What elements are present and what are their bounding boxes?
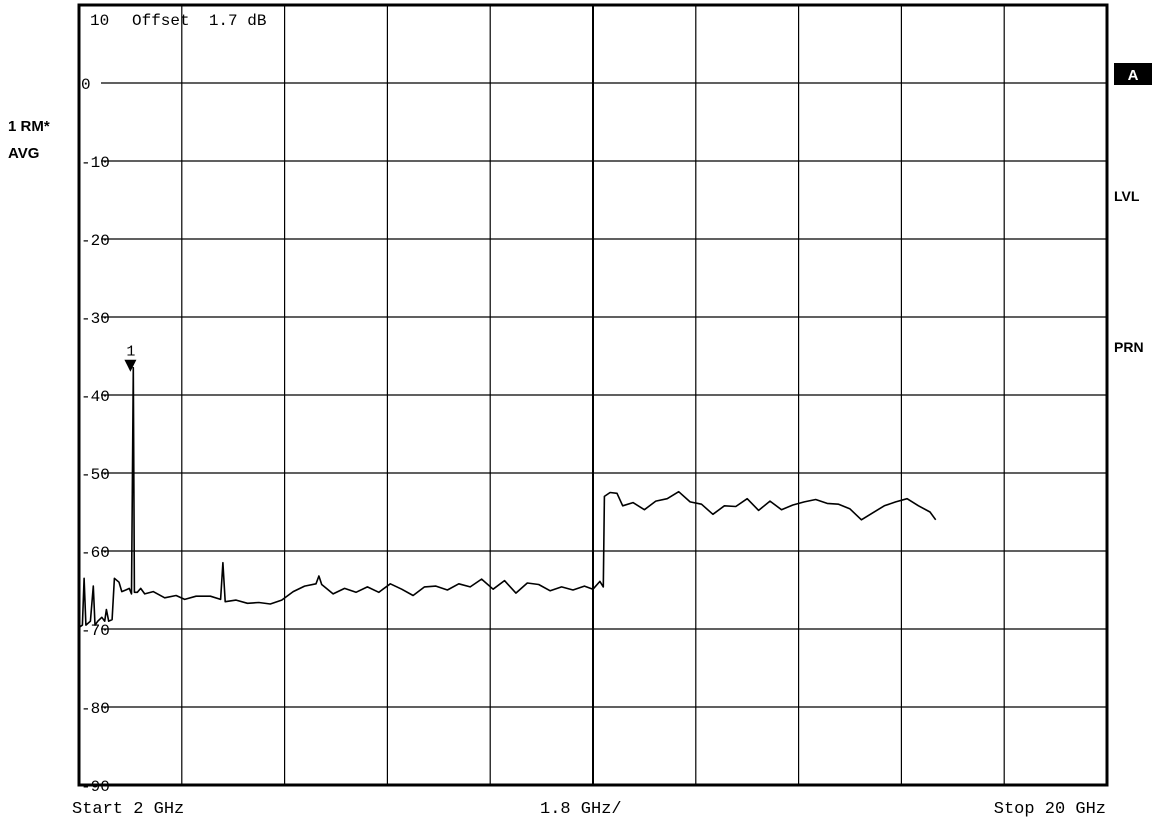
y-tick-label: -90 (81, 778, 110, 796)
lvl-label: LVL (1114, 188, 1140, 204)
marker-triangle-icon (124, 359, 137, 372)
y-tick-labels: 0 -10 -20 -30 -40 -50 -60 -70 -80 -90 (81, 76, 110, 796)
grid (101, 5, 1107, 786)
detector-label: AVG (8, 145, 39, 162)
spectrum-trace (78, 366, 937, 629)
y-tick-label: 0 (81, 76, 91, 94)
y-tick-label: -30 (81, 310, 110, 328)
prn-label: PRN (1114, 339, 1144, 355)
y-tick-label: -40 (81, 388, 110, 406)
marker-1: 1 (124, 344, 137, 372)
y-tick-label: -80 (81, 700, 110, 718)
y-tick-label: -60 (81, 544, 110, 562)
stop-frequency-label: Stop 20 GHz (994, 800, 1106, 819)
y-tick-label: -70 (81, 622, 110, 640)
y-tick-label: -10 (81, 154, 110, 172)
graticule-frame (77, 3, 1109, 787)
y-tick-label: -50 (81, 466, 110, 484)
channel-a-badge: A (1128, 67, 1139, 84)
ref-level-label: 10 (90, 12, 109, 30)
marker-label: 1 (126, 344, 135, 361)
channel-a-badge-bg (1114, 63, 1152, 85)
offset-label: Offset 1.7 dB (132, 12, 266, 30)
start-frequency-label: Start 2 GHz (72, 800, 184, 819)
y-tick-label: -20 (81, 232, 110, 250)
span-per-division-label: 1.8 GHz/ (540, 800, 622, 819)
trace-mode-label: 1 RM* (8, 118, 50, 135)
